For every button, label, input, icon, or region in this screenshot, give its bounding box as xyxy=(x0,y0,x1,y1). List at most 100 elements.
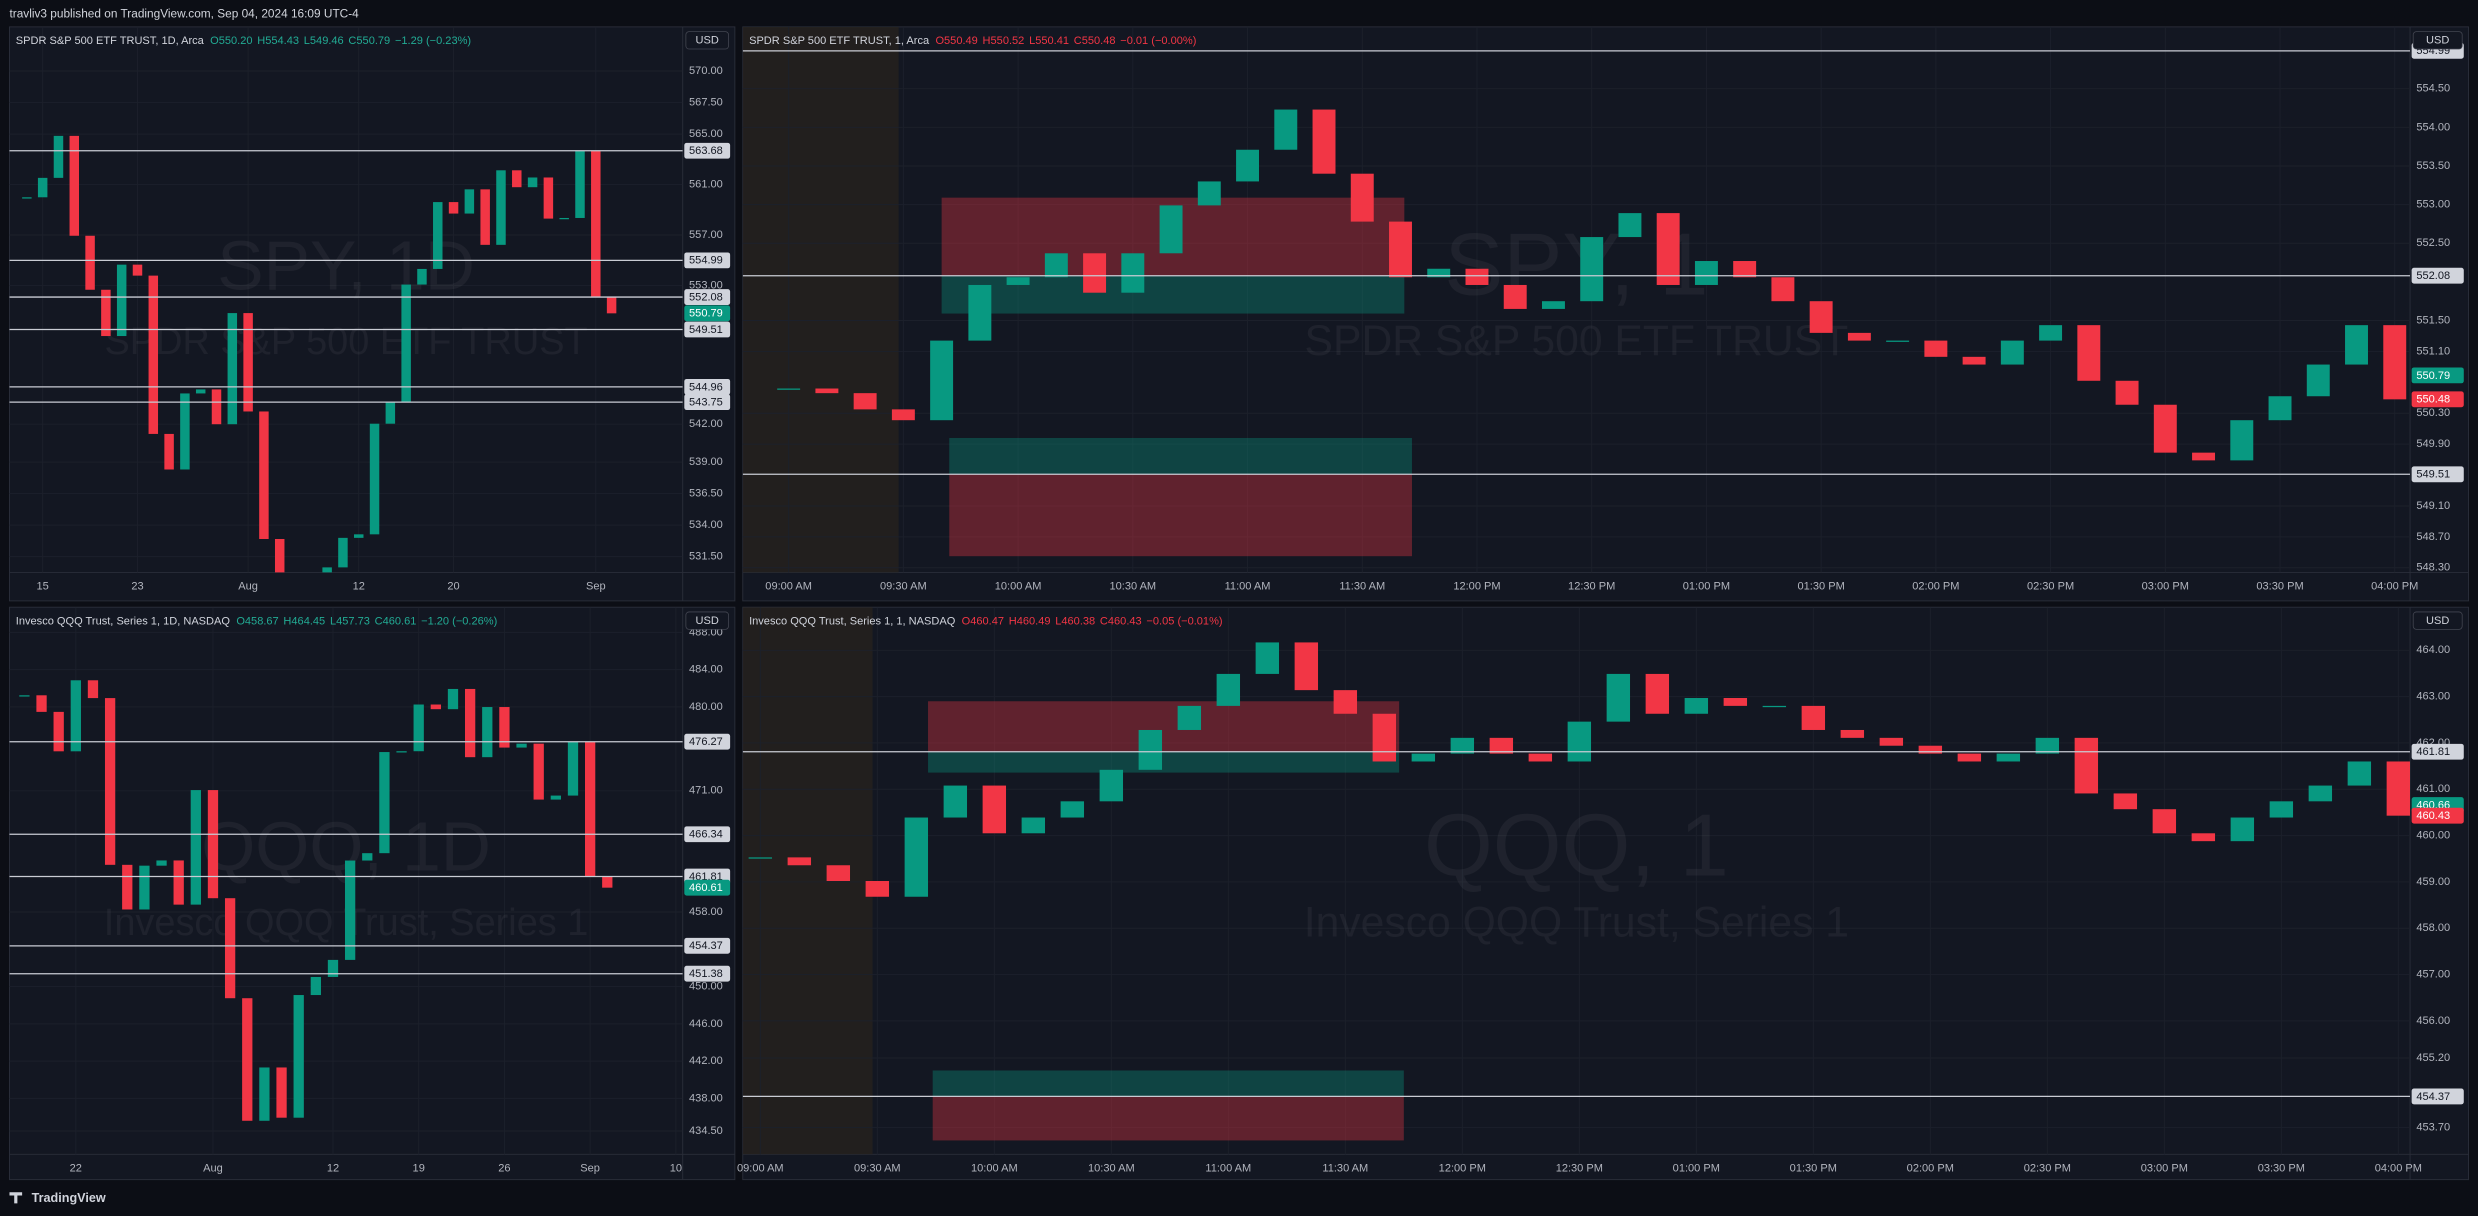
candle xyxy=(1879,737,1904,746)
premarket-shade xyxy=(742,607,873,1155)
x-tick-label: 10:30 AM xyxy=(1088,1162,1135,1174)
x-tick-label: 01:00 PM xyxy=(1683,581,1730,593)
x-tick-label: Sep xyxy=(586,581,606,593)
watermark: SPY, 1D xyxy=(217,227,475,305)
price-line-label: 554.99 xyxy=(689,255,723,267)
candle xyxy=(276,1067,287,1118)
panel xyxy=(742,26,2469,602)
price-line-label: 461.81 xyxy=(2416,746,2450,758)
x-tick-label: 10:30 AM xyxy=(1109,581,1156,593)
candle xyxy=(87,680,99,699)
candle xyxy=(2074,737,2099,794)
candle xyxy=(2035,737,2060,754)
candle xyxy=(1541,301,1565,309)
candle xyxy=(1021,817,1046,834)
candle xyxy=(1099,769,1124,802)
plot-area: SPY, 1D SPDR S&P 500 ETF TRUST xyxy=(9,26,683,573)
candle xyxy=(1060,801,1085,818)
candle xyxy=(1083,253,1107,293)
x-tick-label: 10 xyxy=(670,1162,682,1174)
x-tick-label: 11:30 AM xyxy=(1322,1162,1368,1174)
candle xyxy=(1350,173,1374,222)
candle xyxy=(327,959,339,977)
y-tick-label: 453.70 xyxy=(2416,1121,2450,1133)
candle xyxy=(447,688,459,710)
candle xyxy=(480,189,490,245)
x-tick-label: 01:00 PM xyxy=(1673,1162,1720,1174)
price-line-label-box xyxy=(2411,466,2464,483)
price-line-label: 476.27 xyxy=(689,736,723,748)
candle xyxy=(2383,325,2407,400)
candle xyxy=(139,865,150,910)
price-line-label-box xyxy=(684,733,731,750)
y-tick-label: 458.00 xyxy=(689,906,723,918)
x-tick-label: 12:00 PM xyxy=(1439,1162,1486,1174)
candle xyxy=(369,423,380,535)
x-tick-label: 03:30 PM xyxy=(2258,1162,2305,1174)
candle xyxy=(1138,729,1163,770)
y-tick-label: 553.50 xyxy=(2416,160,2450,172)
candle xyxy=(1684,698,1709,714)
price-line-label-box xyxy=(684,826,731,843)
watermark: QQQ, 1 xyxy=(1424,796,1729,895)
x-tick-label: 02:30 PM xyxy=(2027,581,2074,593)
candle xyxy=(104,698,116,865)
legend-value: −1.20 (−0.26%) xyxy=(421,615,497,627)
price-line-label-box xyxy=(2411,743,2464,760)
legend-title: SPDR S&P 500 ETF TRUST, 1, Arca xyxy=(749,35,930,47)
position-zone xyxy=(949,437,1412,475)
candle xyxy=(2386,761,2411,816)
candle xyxy=(904,817,929,897)
candle xyxy=(559,217,569,220)
candle xyxy=(322,567,332,573)
candle xyxy=(1427,268,1451,278)
candle xyxy=(2306,364,2330,397)
currency-box xyxy=(2412,611,2463,630)
candle xyxy=(362,853,373,861)
currency: USD xyxy=(696,615,719,627)
candle xyxy=(344,860,356,960)
candle xyxy=(243,313,253,412)
candle xyxy=(190,790,201,905)
candle xyxy=(1801,705,1826,730)
candle xyxy=(385,402,396,424)
legend-value: H550.52 xyxy=(983,35,1025,47)
currency: USD xyxy=(2426,615,2449,627)
x-tick-label: 02:00 PM xyxy=(1907,1162,1954,1174)
candle xyxy=(195,389,206,394)
x-tick-label: 20 xyxy=(447,581,459,593)
y-tick-label: 565.00 xyxy=(689,128,723,140)
x-tick-label: 09:30 AM xyxy=(880,581,927,593)
candle xyxy=(224,898,236,999)
legend-value: H554.43 xyxy=(257,35,299,47)
price-line-label: 466.34 xyxy=(689,829,723,841)
legend-value: H464.45 xyxy=(283,615,325,627)
watermark: Invesco QQQ Trust, Series 1 xyxy=(1304,898,1849,946)
legend-value: L550.41 xyxy=(1029,35,1069,47)
candle xyxy=(430,704,441,710)
price-line-label: 549.51 xyxy=(689,324,723,336)
y-tick-label: 446.00 xyxy=(689,1018,723,1030)
candle xyxy=(1216,673,1241,706)
candle xyxy=(853,393,877,410)
candle xyxy=(464,189,475,214)
candle xyxy=(1503,284,1527,309)
panel xyxy=(742,606,2469,1181)
candle xyxy=(2152,809,2177,834)
price-badge-box xyxy=(2411,367,2464,384)
candle xyxy=(591,150,601,298)
candle xyxy=(2230,420,2254,461)
candle xyxy=(891,409,915,421)
candle xyxy=(1918,745,1943,754)
price-line-label: 563.68 xyxy=(689,145,723,157)
candle xyxy=(417,268,427,285)
candle xyxy=(1580,237,1604,302)
x-tick-label: 02:00 PM xyxy=(1912,581,1959,593)
price-badge: 460.43 xyxy=(2416,810,2450,822)
y-tick-label: 567.50 xyxy=(689,96,723,108)
price-line-label: 552.08 xyxy=(689,291,723,303)
y-tick-label: 554.00 xyxy=(2416,121,2450,133)
candle xyxy=(379,752,390,854)
x-tick-label: 09:30 AM xyxy=(854,1162,901,1174)
candle xyxy=(293,995,304,1118)
